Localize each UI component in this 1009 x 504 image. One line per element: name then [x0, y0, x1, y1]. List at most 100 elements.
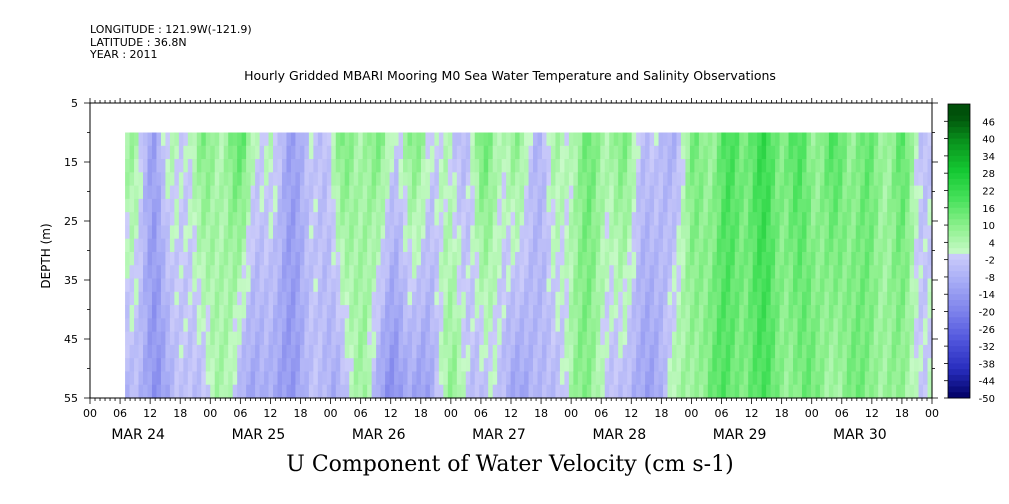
heatmap-cell: [712, 132, 718, 147]
heatmap-cell: [739, 291, 745, 306]
heatmap-cell: [658, 371, 664, 386]
heatmap-cell: [169, 225, 175, 240]
heatmap-cell: [183, 238, 189, 253]
heatmap-cell: [716, 278, 722, 293]
heatmap-cell: [259, 305, 265, 319]
heatmap-cell: [613, 145, 619, 160]
heatmap-cell: [824, 132, 830, 147]
heatmap-cell: [815, 132, 821, 147]
heatmap-cell: [784, 172, 790, 187]
heatmap-cell: [654, 238, 660, 253]
heatmap-cell: [546, 371, 552, 386]
heatmap-cell: [134, 159, 140, 173]
heatmap-cell: [425, 291, 431, 306]
heatmap-cell: [559, 238, 565, 253]
heatmap-cell: [501, 225, 507, 240]
heatmap-cell: [636, 358, 642, 373]
heatmap-cell: [308, 132, 314, 147]
heatmap-cell: [649, 185, 655, 200]
heatmap-cell: [416, 159, 422, 173]
heatmap-cell: [281, 358, 288, 373]
heatmap-cell: [748, 238, 754, 253]
heatmap-cell: [322, 145, 328, 160]
heatmap-cell: [627, 265, 633, 280]
heatmap-cell: [156, 305, 162, 319]
heatmap-cell: [340, 225, 346, 240]
heatmap-cell: [295, 198, 301, 213]
heatmap-cell: [349, 384, 355, 399]
heatmap-cell: [187, 159, 193, 173]
heatmap-cell: [290, 278, 297, 293]
heatmap-cell: [905, 331, 911, 346]
heatmap-cell: [667, 371, 673, 386]
x-hour-tick-label: 18: [294, 407, 308, 420]
heatmap-cell: [828, 291, 834, 306]
heatmap-cell: [654, 251, 660, 266]
heatmap-cell: [671, 251, 678, 266]
heatmap-cell: [559, 384, 565, 399]
heatmap-cell: [192, 318, 198, 333]
heatmap-cell: [810, 305, 817, 319]
heatmap-cell: [420, 185, 427, 200]
heatmap-cell: [663, 318, 669, 333]
heatmap-cell: [434, 344, 440, 359]
heatmap-cell: [550, 331, 557, 346]
heatmap-cell: [833, 305, 839, 319]
heatmap-cell: [779, 251, 785, 266]
heatmap-cell: [743, 238, 749, 253]
heatmap-cell: [846, 132, 852, 147]
heatmap-cell: [183, 331, 189, 346]
heatmap-cell: [268, 198, 274, 213]
heatmap-cell: [797, 305, 803, 319]
heatmap-cell: [201, 251, 207, 266]
heatmap-cell: [497, 185, 503, 200]
heatmap-cell: [923, 291, 929, 306]
heatmap-cell: [586, 344, 592, 359]
heatmap-cell: [456, 185, 462, 200]
heatmap-cell: [927, 172, 933, 187]
heatmap-cell: [784, 265, 790, 280]
heatmap-cell: [640, 198, 646, 213]
heatmap-cell: [793, 212, 799, 227]
heatmap-cell: [443, 225, 449, 240]
heatmap-cell: [143, 305, 149, 319]
heatmap-cell: [160, 251, 167, 266]
heatmap-cell: [636, 172, 642, 187]
heatmap-cell: [394, 344, 400, 359]
heatmap-cell: [914, 291, 920, 306]
y-axis-label: DEPTH (m): [39, 223, 53, 288]
heatmap-cell: [313, 145, 319, 160]
heatmap-cell: [299, 305, 305, 319]
heatmap-cell: [537, 305, 543, 319]
heatmap-cell: [658, 318, 664, 333]
colorbar-swatch: [948, 173, 970, 180]
heatmap-cell: [160, 371, 167, 386]
heatmap-cell: [802, 212, 808, 227]
heatmap-cell: [680, 371, 687, 386]
heatmap-cell: [241, 371, 247, 386]
heatmap-cell: [506, 331, 512, 346]
heatmap-cell: [515, 159, 521, 173]
heatmap-cell: [914, 145, 920, 160]
heatmap-cell: [429, 132, 435, 147]
heatmap-cell: [694, 172, 700, 187]
heatmap-cell: [322, 198, 328, 213]
heatmap-cell: [882, 278, 888, 293]
heatmap-cell: [631, 318, 637, 333]
heatmap-cell: [488, 344, 494, 359]
heatmap-cell: [403, 278, 409, 293]
heatmap-cell: [851, 132, 857, 147]
heatmap-cell: [860, 358, 866, 373]
heatmap-cell: [618, 331, 624, 346]
heatmap-cell: [748, 305, 754, 319]
heatmap-cell: [143, 212, 149, 227]
heatmap-cell: [407, 251, 413, 266]
heatmap-cell: [214, 212, 220, 227]
heatmap-cell: [125, 172, 131, 187]
heatmap-cell: [591, 172, 597, 187]
heatmap-cell: [842, 384, 848, 399]
heatmap-cell: [299, 198, 305, 213]
heatmap-cell: [640, 384, 646, 399]
heatmap-cell: [138, 159, 144, 173]
heatmap-cell: [909, 238, 915, 253]
